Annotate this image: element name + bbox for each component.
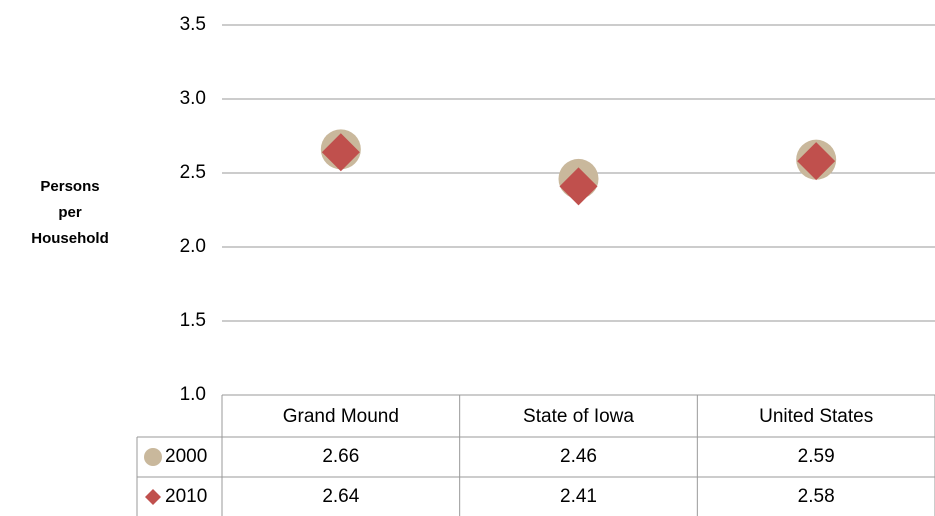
x-tick-label: United States	[759, 406, 873, 427]
y-tick-label: 3.5	[180, 14, 206, 35]
x-tick-label: Grand Mound	[283, 406, 399, 427]
y-tick-label: 2.0	[180, 236, 206, 257]
y-tick-label: 3.0	[180, 88, 206, 109]
point	[797, 142, 836, 181]
y-tick-label: 1.5	[180, 310, 206, 331]
table-value: 2.58	[798, 486, 835, 507]
table-value: 2.66	[322, 446, 359, 467]
x-tick-label: State of Iowa	[523, 406, 634, 427]
legend-marker	[144, 448, 162, 466]
legend-marker	[145, 489, 161, 505]
y-tick-label: 2.5	[180, 162, 206, 183]
table-value: 2.41	[560, 486, 597, 507]
table-value: 2.46	[560, 446, 597, 467]
table-value: 2.59	[798, 446, 835, 467]
y-axis-label: Persons per Household	[31, 178, 109, 247]
point	[559, 167, 598, 206]
y-tick-label: 1.0	[180, 384, 206, 405]
legend-label: 2000	[165, 446, 207, 467]
table-value: 2.64	[322, 486, 359, 507]
legend-label: 2010	[165, 486, 207, 507]
point	[321, 133, 360, 172]
